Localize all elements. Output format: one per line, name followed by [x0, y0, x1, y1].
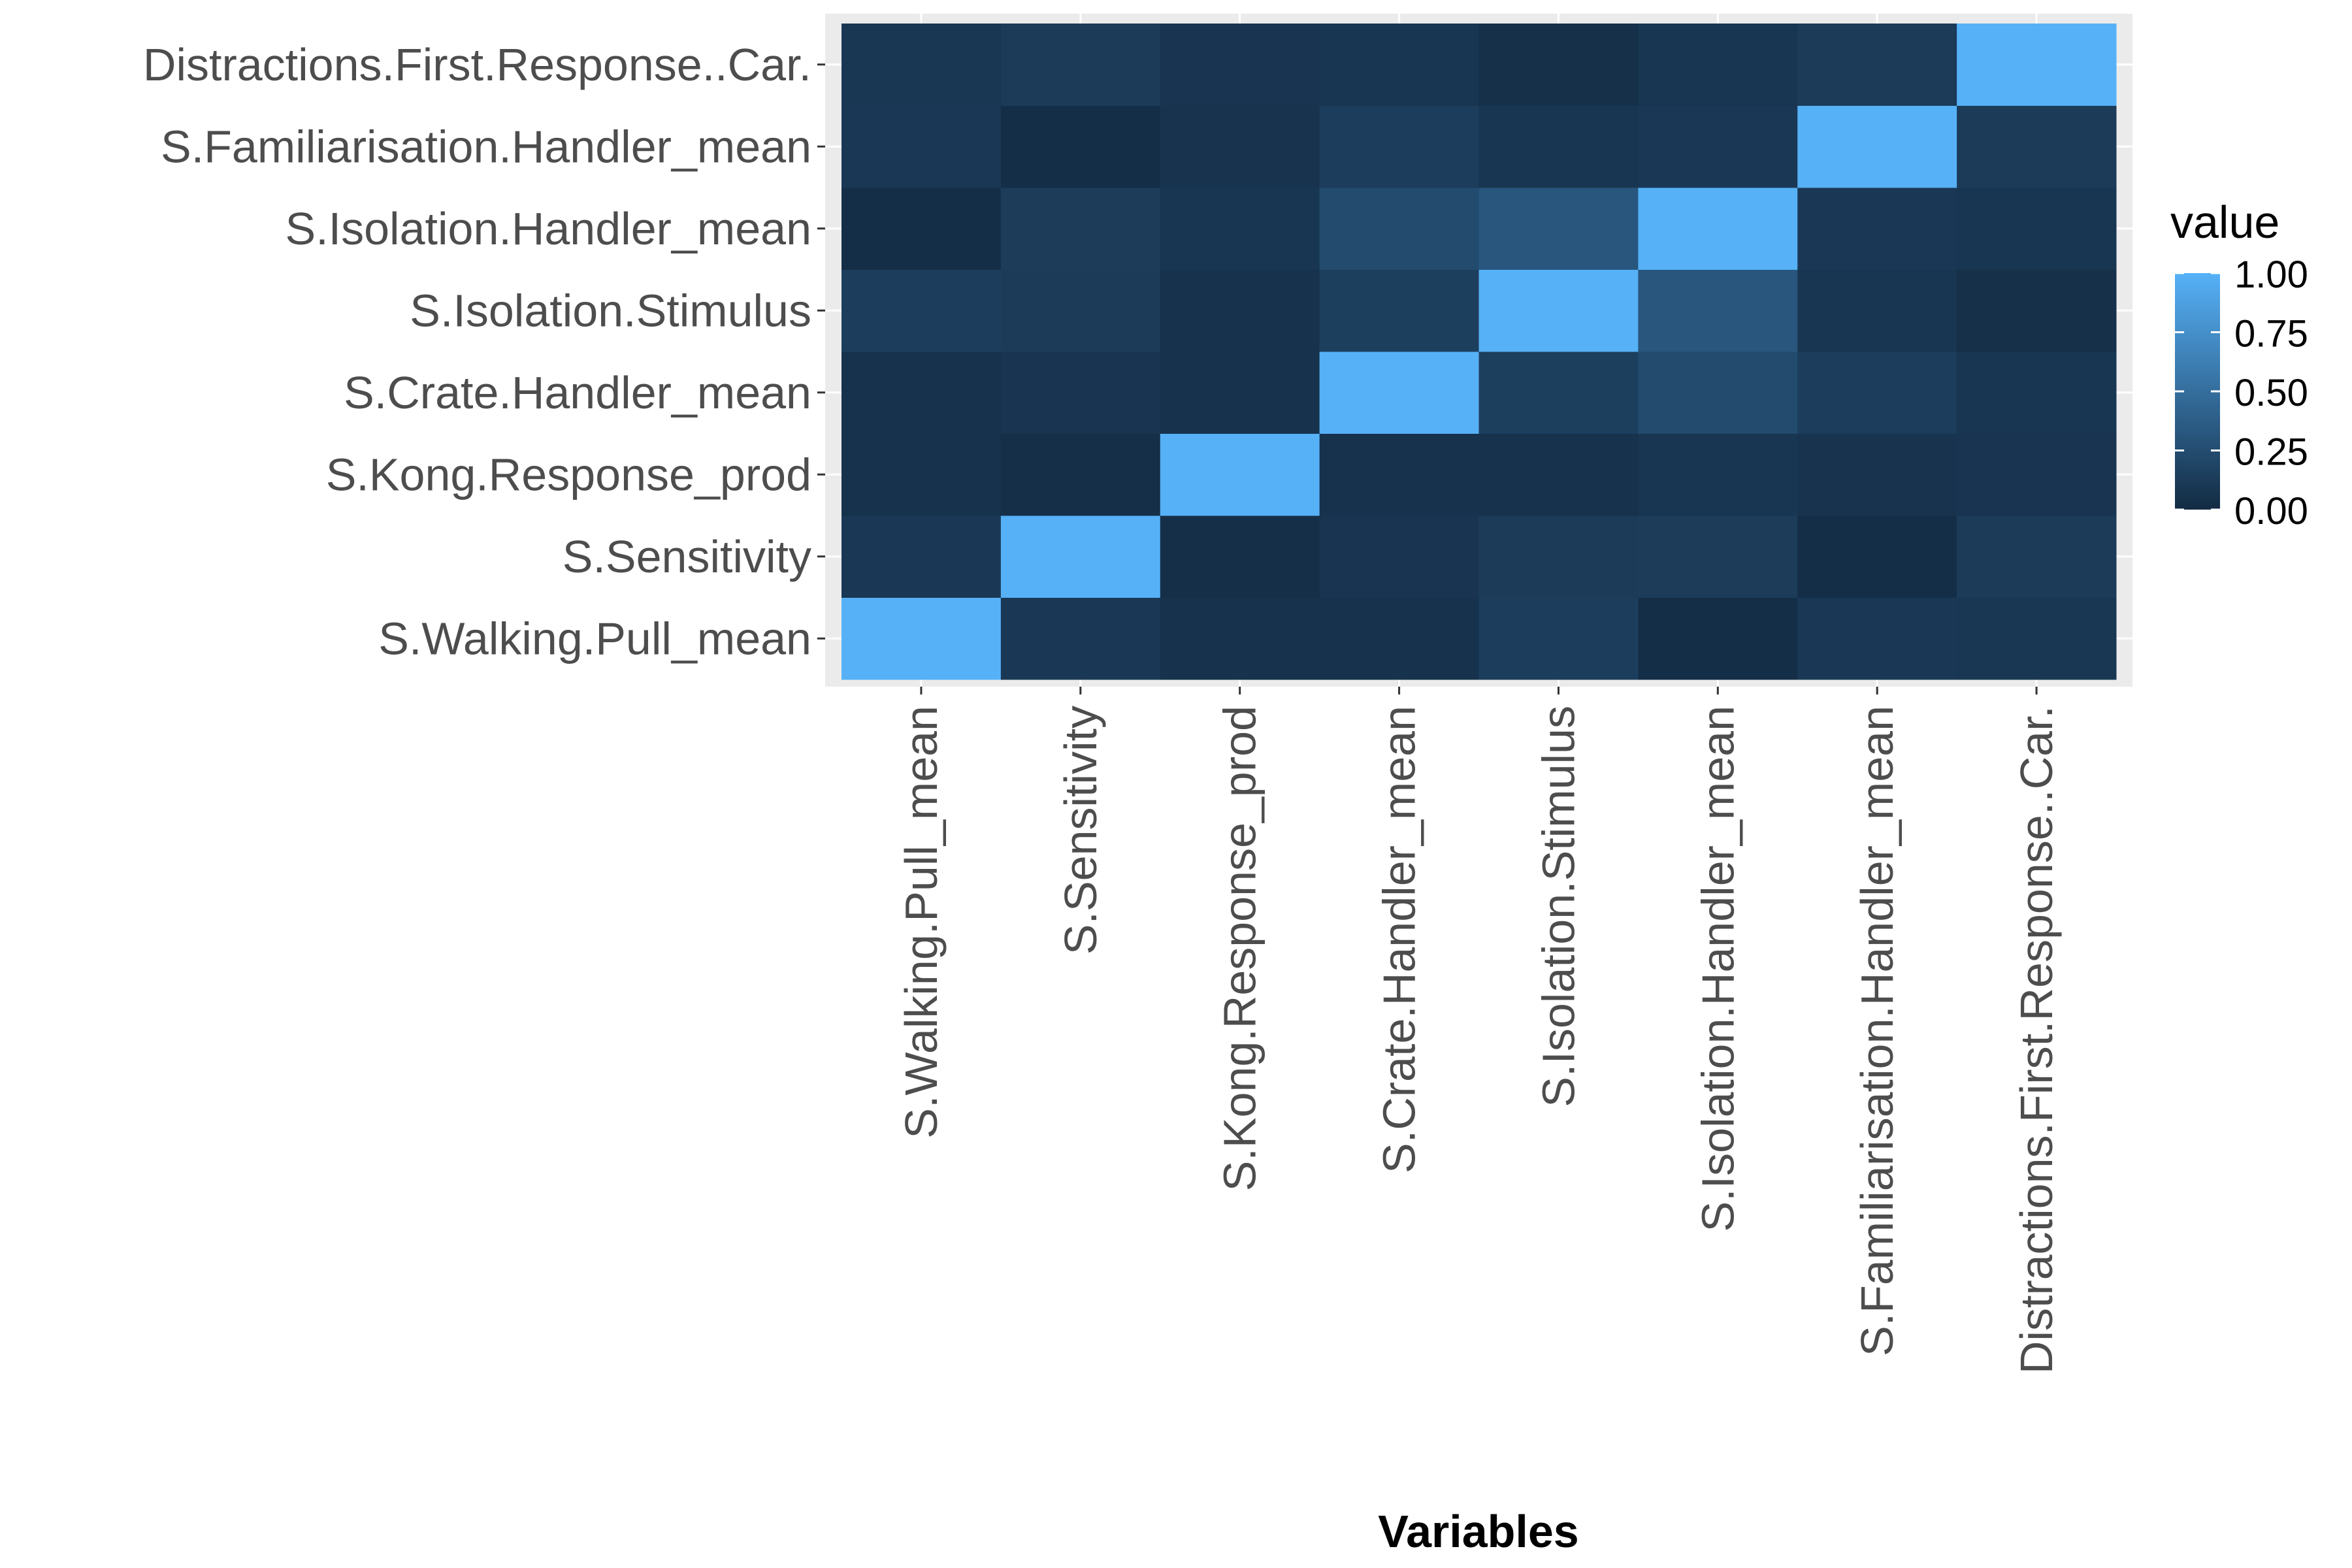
y-tick-label: S.Familiarisation.Handler_mean: [161, 121, 811, 172]
heatmap-cell: [1319, 597, 1479, 680]
heatmap-cell: [1000, 105, 1161, 188]
heatmap-cell: [841, 515, 1002, 598]
heatmap-cell: [1638, 269, 1798, 352]
heatmap-cell: [1160, 269, 1320, 352]
heatmap-cell: [1000, 351, 1161, 434]
x-axis-title: Variables: [1378, 1506, 1578, 1557]
heatmap-cell: [1957, 269, 2117, 352]
heatmap-cell: [1797, 24, 1957, 106]
heatmap-cell: [1797, 433, 1957, 516]
heatmap-cell: [1000, 269, 1161, 352]
legend-tick-label: 0.50: [2234, 372, 2308, 414]
heatmap-cell: [1797, 515, 1957, 598]
heatmap-cell: [1000, 24, 1161, 106]
x-tick-label: S.Isolation.Handler_mean: [1692, 706, 1743, 1232]
y-tick-label: Distractions.First.Response..Car.: [143, 39, 811, 90]
heatmap-cell: [1638, 597, 1798, 680]
heatmap-cell: [1638, 433, 1798, 516]
heatmap-cell: [1478, 433, 1639, 516]
heatmap-cell: [1000, 188, 1161, 270]
heatmap-cell: [1797, 597, 1957, 680]
heatmap-cell: [1638, 24, 1798, 106]
heatmap-cell: [1478, 188, 1639, 270]
heatmap-cell: [1000, 515, 1161, 598]
heatmap-cell: [1160, 24, 1320, 106]
y-tick-label: S.Kong.Response_prod: [326, 449, 811, 500]
heatmap-cell: [1319, 269, 1479, 352]
legend-ticks: 0.00 0.25 0.50 0.75 1.00: [2175, 253, 2308, 532]
heatmap-cell: [1797, 188, 1957, 270]
legend-tick-label: 0.75: [2234, 313, 2308, 355]
heatmap-cell: [1160, 105, 1320, 188]
x-axis: S.Walking.Pull_mean S.Sensitivity S.Kong.R…: [896, 687, 2062, 1374]
heatmap-cell: [1319, 188, 1479, 270]
heatmap-cell: [1160, 188, 1320, 270]
heatmap-cell: [1478, 597, 1639, 680]
heatmap-cell: [841, 105, 1002, 188]
heatmap-cell: [1797, 351, 1957, 434]
heatmap-cell: [1957, 351, 2117, 434]
heatmap-cell: [1638, 105, 1798, 188]
legend-title: value: [2170, 197, 2279, 248]
heatmap-cell: [841, 188, 1002, 270]
heatmap-cell: [1638, 188, 1798, 270]
heatmap-cell: [841, 24, 1002, 106]
y-axis: S.Walking.Pull_mean S.Sensitivity S.Kong.R…: [143, 39, 825, 664]
y-tick-label: S.Crate.Handler_mean: [344, 367, 811, 418]
heatmap-cell: [841, 433, 1002, 516]
heatmap-cells: [841, 24, 2117, 680]
heatmap-cell: [1797, 269, 1957, 352]
heatmap-cell: [1478, 105, 1639, 188]
heatmap-cell: [1000, 433, 1161, 516]
legend-tick-label: 0.25: [2234, 431, 2308, 474]
y-tick-label: S.Isolation.Handler_mean: [286, 203, 811, 254]
x-tick-label: S.Isolation.Stimulus: [1533, 706, 1584, 1107]
heatmap-cell: [1160, 515, 1320, 598]
heatmap-cell: [841, 597, 1002, 680]
heatmap-cell: [1478, 351, 1639, 434]
x-tick-label: Distractions.First.Response..Car.: [2011, 706, 2062, 1374]
heatmap-cell: [1957, 105, 2117, 188]
legend-tick-label: 1.00: [2234, 253, 2308, 296]
heatmap-cell: [1319, 515, 1479, 598]
heatmap-cell: [1000, 597, 1161, 680]
heatmap-cell: [1957, 24, 2117, 106]
x-tick-label: S.Familiarisation.Handler_mean: [1852, 706, 1903, 1356]
heatmap-cell: [1957, 433, 2117, 516]
heatmap-cell: [1797, 105, 1957, 188]
heatmap-cell: [1957, 515, 2117, 598]
heatmap-cell: [1319, 433, 1479, 516]
heatmap-cell: [1319, 24, 1479, 106]
heatmap-cell: [841, 351, 1002, 434]
y-tick-label: S.Sensitivity: [563, 531, 811, 582]
heatmap-cell: [1160, 433, 1320, 516]
legend: value 0.00 0.25 0.50 0.75 1.00: [2170, 197, 2308, 532]
heatmap-cell: [1160, 351, 1320, 434]
heatmap-cell: [1957, 188, 2117, 270]
heatmap-cell: [1160, 597, 1320, 680]
heatmap-cell: [1478, 24, 1639, 106]
x-tick-label: S.Crate.Handler_mean: [1374, 706, 1425, 1173]
y-tick-label: S.Isolation.Stimulus: [410, 285, 811, 336]
heatmap-cell: [1957, 597, 2117, 680]
legend-tick-label: 0.00: [2234, 490, 2308, 532]
heatmap-cell: [1478, 269, 1639, 352]
heatmap-cell: [1638, 515, 1798, 598]
heatmap-cell: [1478, 515, 1639, 598]
x-tick-label: S.Kong.Response_prod: [1215, 706, 1266, 1191]
y-tick-label: S.Walking.Pull_mean: [378, 613, 811, 664]
x-tick-label: S.Sensitivity: [1055, 706, 1106, 955]
heatmap-cell: [1319, 351, 1479, 434]
x-tick-label: S.Walking.Pull_mean: [896, 706, 947, 1139]
heatmap-cell: [1638, 351, 1798, 434]
heatmap-cell: [841, 269, 1002, 352]
heatmap-cell: [1319, 105, 1479, 188]
